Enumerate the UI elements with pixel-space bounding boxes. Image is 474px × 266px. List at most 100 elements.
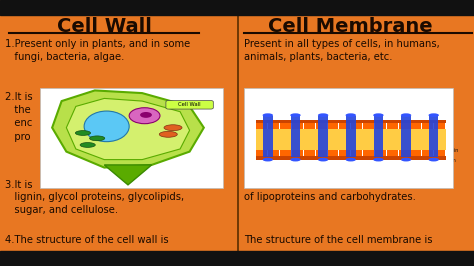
Ellipse shape — [373, 158, 383, 161]
Polygon shape — [52, 90, 204, 168]
Text: Peripheral Protein: Peripheral Protein — [412, 159, 456, 163]
Ellipse shape — [428, 113, 439, 117]
Bar — [256, 122, 267, 129]
Ellipse shape — [263, 113, 273, 117]
Ellipse shape — [129, 108, 160, 124]
Text: Alpha-helix Protein: Alpha-helix Protein — [412, 148, 459, 153]
Text: enc: enc — [5, 118, 32, 128]
Text: vides: vides — [426, 105, 453, 115]
Text: Cholesterol: Cholesterol — [250, 135, 278, 139]
Bar — [292, 150, 303, 157]
Bar — [387, 122, 398, 129]
Bar — [434, 150, 445, 157]
Text: 1.Present only in plants, and in some
   fungi, bacteria, algae.: 1.Present only in plants, and in some fu… — [5, 39, 190, 62]
Bar — [410, 150, 421, 157]
Bar — [40, 88, 223, 188]
Ellipse shape — [401, 113, 411, 117]
Bar — [339, 122, 350, 129]
Bar — [256, 156, 446, 160]
Ellipse shape — [263, 158, 273, 161]
Bar — [256, 120, 446, 123]
Bar — [410, 122, 421, 129]
Ellipse shape — [140, 112, 152, 118]
Text: 3.It is: 3.It is — [5, 180, 32, 190]
Bar — [401, 116, 411, 157]
FancyBboxPatch shape — [166, 101, 213, 109]
Ellipse shape — [290, 113, 301, 117]
Text: Integral Protein: Integral Protein — [250, 161, 288, 166]
Bar — [280, 122, 291, 129]
Text: ing: ing — [437, 92, 453, 102]
Polygon shape — [66, 98, 190, 160]
Text: 2.It is: 2.It is — [5, 92, 32, 102]
Bar — [316, 150, 327, 157]
Bar — [280, 150, 291, 157]
Polygon shape — [104, 165, 152, 185]
Ellipse shape — [318, 158, 328, 161]
Bar — [319, 116, 328, 157]
Ellipse shape — [80, 143, 95, 147]
Text: sugar, and cellulose.: sugar, and cellulose. — [5, 205, 118, 215]
Bar — [268, 122, 279, 129]
Bar — [375, 122, 386, 129]
Bar — [387, 150, 398, 157]
Ellipse shape — [159, 131, 177, 137]
Bar — [422, 122, 433, 129]
Text: Mitochondria: Mitochondria — [171, 134, 206, 139]
Ellipse shape — [90, 136, 105, 141]
Bar — [304, 122, 315, 129]
Ellipse shape — [428, 158, 439, 161]
Ellipse shape — [164, 125, 182, 131]
Text: lignin, glycol proteins, glycolipids,: lignin, glycol proteins, glycolipids, — [5, 192, 184, 202]
Ellipse shape — [318, 113, 328, 117]
Bar — [268, 150, 279, 157]
Text: Cell Wall: Cell Wall — [178, 102, 201, 107]
Bar — [291, 116, 300, 157]
Text: Channel Protein: Channel Protein — [412, 153, 451, 158]
Bar — [399, 150, 410, 157]
Bar — [429, 116, 438, 157]
Text: Nucleus: Nucleus — [156, 99, 178, 104]
Text: Carbohydrate: Carbohydrate — [250, 99, 284, 103]
Text: Cell Wall: Cell Wall — [57, 17, 152, 36]
Ellipse shape — [346, 158, 356, 161]
Text: osed: osed — [429, 180, 453, 190]
Text: Present in all types of cells, in humans,
animals, plants, bacteria, etc.: Present in all types of cells, in humans… — [244, 39, 440, 62]
Bar — [328, 150, 338, 157]
Bar — [346, 116, 356, 157]
Bar — [339, 150, 350, 157]
Bar — [434, 122, 445, 129]
Ellipse shape — [75, 131, 91, 135]
Text: Cytosasm: Cytosasm — [73, 145, 100, 150]
Text: Globular Protein: Globular Protein — [412, 119, 452, 123]
Ellipse shape — [373, 113, 383, 117]
Ellipse shape — [346, 113, 356, 117]
Text: Chloroplast: Chloroplast — [73, 139, 105, 143]
Bar — [256, 129, 446, 150]
Bar — [328, 122, 338, 129]
Bar — [304, 150, 315, 157]
Text: Glycolipid: Glycolipid — [412, 99, 437, 103]
Ellipse shape — [84, 111, 129, 142]
Bar — [263, 116, 273, 157]
Bar — [256, 150, 267, 157]
Bar — [351, 122, 362, 129]
Bar — [0, 251, 474, 266]
Bar — [422, 150, 433, 157]
Text: The structure of the cell membrane is: The structure of the cell membrane is — [244, 235, 433, 246]
Text: Glycoprotein: Glycoprotein — [250, 104, 282, 109]
Bar — [363, 150, 374, 157]
Text: pro: pro — [5, 132, 30, 142]
Ellipse shape — [401, 158, 411, 161]
Bar — [399, 122, 410, 129]
Bar — [244, 88, 453, 188]
Bar — [0, 0, 474, 15]
Text: Vacuole: Vacuole — [73, 113, 95, 118]
Bar — [374, 116, 383, 157]
Bar — [375, 150, 386, 157]
Text: of lipoproteins and carbohydrates.: of lipoproteins and carbohydrates. — [244, 192, 416, 202]
Ellipse shape — [290, 158, 301, 161]
Text: the: the — [5, 105, 30, 115]
Bar — [316, 122, 327, 129]
Text: Cell Membrane: Cell Membrane — [268, 17, 432, 36]
